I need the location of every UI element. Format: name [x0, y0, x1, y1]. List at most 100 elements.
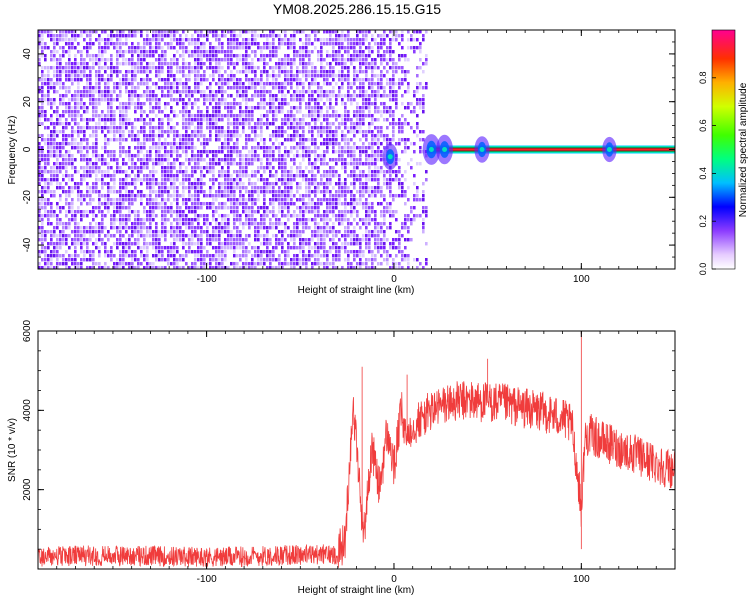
- heatmap-cell-2036: [179, 134, 182, 138]
- heatmap-cell-3739: [296, 118, 299, 122]
- heatmap-cell-2315: [197, 178, 200, 182]
- heatmap-cell-3919: [308, 138, 311, 142]
- heatmap-cell-109: [44, 142, 47, 146]
- heatmap-cell-3764: [296, 258, 299, 262]
- heatmap-cell-3283: [263, 206, 266, 210]
- heatmap-cell-4584: [353, 230, 356, 234]
- heatmap-cell-2697: [224, 146, 227, 150]
- heatmap-cell-4530: [350, 190, 353, 194]
- heatmap-cell-1968: [173, 230, 176, 234]
- heatmap-cell-3185: [257, 122, 260, 126]
- heatmap-cell-3126: [251, 254, 254, 258]
- heatmap-cell-3121: [251, 210, 254, 214]
- heatmap-cell-816: [95, 54, 98, 58]
- heatmap-cell-4424: [344, 74, 347, 78]
- heatmap-cell-1262: [125, 182, 128, 186]
- heatmap-cell-1707: [155, 246, 158, 250]
- heatmap-cell-2378: [200, 258, 203, 262]
- heatmap-cell-566: [77, 66, 80, 70]
- heatmap-cell-4699: [362, 130, 365, 134]
- heatmap-cell-3891: [305, 226, 308, 230]
- heatmap-cell-1775: [161, 134, 164, 138]
- heatmap-cell-4810: [368, 266, 371, 269]
- heatmap-cell-2016: [176, 234, 179, 238]
- heatmap-cell-154: [47, 158, 50, 162]
- heatmap-cell-3206: [257, 246, 260, 250]
- heatmap-cell-4321: [335, 194, 338, 198]
- heatmap-cell-800: [92, 198, 95, 202]
- heatmap-cell-4743: [365, 158, 368, 162]
- heatmap-cell-2783: [230, 78, 233, 82]
- heatmap-cell-1257: [125, 154, 128, 158]
- heatmap-cell-4262: [332, 110, 335, 114]
- heatmap-cell-2479: [209, 162, 212, 166]
- heatmap-cell-1367: [134, 34, 137, 38]
- heatmap-cell-1978: [176, 30, 179, 34]
- heatmap-cell-1048: [110, 174, 113, 178]
- heatmap-cell-2073: [182, 102, 185, 106]
- heatmap-cell-1084: [113, 174, 116, 178]
- heatmap-cell-4175: [326, 118, 329, 122]
- heatmap-cell-2018: [176, 246, 179, 250]
- heatmap-cell-349: [62, 34, 65, 38]
- heatmap-cell-1368: [134, 46, 137, 50]
- heatmap-cell-209: [50, 230, 53, 234]
- heatmap-cell-338: [59, 210, 62, 214]
- heatmap-cell-4678: [362, 30, 365, 34]
- heatmap-cell-899: [98, 266, 101, 269]
- heatmap-cell-228: [53, 82, 56, 86]
- heatmap-cell-3097: [251, 86, 254, 90]
- heatmap-cell-329: [59, 154, 62, 158]
- heatmap-cell-2615: [218, 174, 221, 178]
- heatmap-cell-3021: [245, 146, 248, 150]
- heatmap-cell-4168: [326, 82, 329, 86]
- heatmap-cell-3483: [278, 142, 281, 146]
- heatmap-cell-730: [86, 266, 89, 269]
- heatmap-cell-2571: [215, 198, 218, 202]
- heatmap-cell-3242: [260, 214, 263, 218]
- heatmap-cell-4648: [359, 114, 362, 118]
- heatmap-cell-4306: [335, 110, 338, 114]
- heatmap-cell-3945: [311, 50, 314, 54]
- heatmap-cell-2692: [224, 114, 227, 118]
- heatmap-cell-884: [98, 190, 101, 194]
- heatmap-cell-85: [41, 230, 44, 234]
- heatmap-cell-4652: [359, 130, 362, 134]
- heatmap-cell-1406: [134, 266, 137, 269]
- heatmap-cell-1801: [161, 254, 164, 258]
- heatmap-cell-3311: [266, 126, 269, 130]
- heatmap-cell-4877: [374, 162, 377, 166]
- heatmap-cell-658: [83, 90, 86, 94]
- heatmap-cell-1407: [137, 30, 140, 34]
- heatmap-cell-4732: [365, 94, 368, 98]
- heatmap-cell-177: [50, 50, 53, 54]
- heatmap-cell-302: [56, 254, 59, 258]
- heatmap-cell-2914: [239, 58, 242, 62]
- heatmap-cell-3284: [263, 210, 266, 214]
- heatmap-cell-3737: [296, 106, 299, 110]
- heatmap-cell-2645: [221, 86, 224, 90]
- heatmap-cell-4698: [362, 122, 365, 126]
- heatmap-cell-2294: [197, 70, 200, 74]
- heatmap-cell-1429: [137, 154, 140, 158]
- heatmap-cell-1195: [122, 50, 125, 54]
- heatmap-cell-2412: [203, 246, 206, 250]
- heatmap-cell-3618: [287, 154, 290, 158]
- heatmap-cell-4343: [338, 70, 341, 74]
- heatmap-cell-3670: [290, 190, 293, 194]
- heatmap-cell-1744: [158, 194, 161, 198]
- heatmap-cell-950: [104, 94, 107, 98]
- heatmap-cell-3763: [296, 254, 299, 258]
- heatmap-cell-4238: [329, 206, 332, 210]
- heatmap-cell-4496: [347, 222, 350, 226]
- heatmap-cell-1860: [167, 114, 170, 118]
- heatmap-cell-2648: [221, 98, 224, 102]
- heatmap-cell-2234: [191, 262, 194, 266]
- heatmap-cell-2880: [236, 126, 239, 130]
- heatmap-cell-1892: [170, 46, 173, 50]
- heatmap-cell-3070: [248, 178, 251, 182]
- heatmap-cell-1761: [161, 54, 164, 58]
- heatmap-cell-2502: [212, 66, 215, 70]
- heatmap-cell-342: [59, 234, 62, 238]
- heatmap-cell-1971: [173, 242, 176, 246]
